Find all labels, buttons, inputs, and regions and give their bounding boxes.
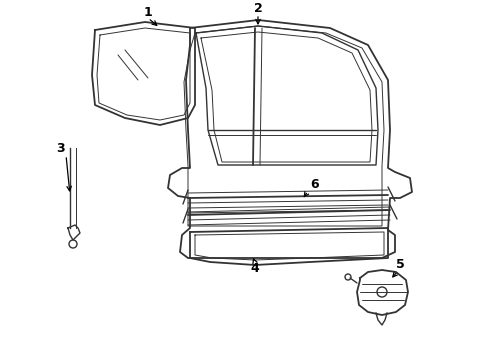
Text: 2: 2: [254, 1, 262, 14]
Text: 5: 5: [395, 258, 404, 271]
Text: 6: 6: [311, 179, 319, 192]
Text: 3: 3: [56, 141, 64, 154]
Text: 1: 1: [144, 5, 152, 18]
Text: 4: 4: [250, 261, 259, 274]
